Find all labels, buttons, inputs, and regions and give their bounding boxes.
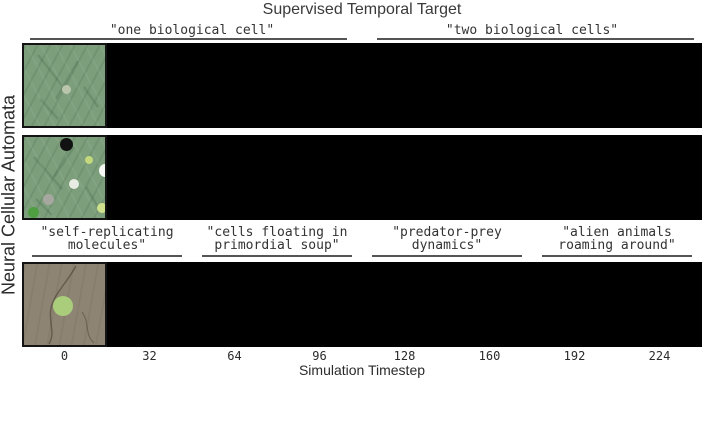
nca-strip-3: [22, 262, 702, 347]
section-underline: [32, 255, 182, 257]
cell-dot: [52, 295, 73, 316]
section-label-self-replicating-molecules: "self-replicating molecules": [22, 226, 192, 252]
crack-lines-icon: [48, 265, 95, 345]
section-label-alien-animals-roaming-around: "alien animals roaming around": [532, 226, 702, 252]
section-underline: [30, 38, 347, 40]
label-line: "self-replicating: [40, 225, 174, 240]
y-axis-label: Neural Cellular Automata: [0, 94, 19, 296]
section-label-one-biological-cell: "one biological cell": [109, 23, 275, 38]
label-line: roaming around": [558, 238, 676, 253]
cell-dot: [28, 207, 40, 218]
section-underline: [542, 255, 692, 257]
top-section-labels: "one biological cell" "two biological ce…: [22, 23, 702, 38]
section-underline: [377, 38, 694, 40]
cell-dot: [99, 163, 105, 177]
nca-strip-2: [22, 135, 702, 220]
x-tick-224: 224: [648, 349, 671, 363]
x-tick-32: 32: [142, 349, 157, 363]
label-line: molecules": [67, 238, 147, 253]
section-underline: [202, 255, 352, 257]
section-label-cells-floating-in-primordial-soup: "cells floating in primordial soup": [192, 226, 362, 252]
cell-dot: [42, 193, 54, 205]
figure-title: Supervised Temporal Target: [262, 1, 462, 18]
x-tick-0: 0: [60, 349, 69, 363]
x-tick-64: 64: [227, 349, 242, 363]
section-underline: [372, 255, 522, 257]
x-tick-192: 192: [563, 349, 586, 363]
section-label-predator-prey-dynamics: "predator-prey dynamics": [362, 226, 532, 252]
label-line: "predator-prey: [392, 225, 502, 240]
cell-dot: [68, 178, 79, 189]
mid-section-labels: "self-replicating molecules" "cells floa…: [22, 226, 702, 252]
nca-strip-1: [22, 43, 702, 128]
strip-1-thumbnail: [22, 43, 107, 128]
x-axis-label: Simulation Timestep: [298, 362, 426, 378]
texture-streaks-icon: [37, 54, 100, 120]
cell-dot: [62, 84, 71, 94]
strip-3-thumbnail: [22, 262, 107, 347]
cell-dot: [60, 138, 73, 152]
x-axis-ticks: 0 32 64 96 128 160 192 224: [22, 349, 702, 363]
label-line: "cells floating in: [206, 225, 348, 240]
x-tick-160: 160: [478, 349, 501, 363]
cell-dot: [85, 155, 94, 164]
label-line: dynamics": [411, 238, 483, 253]
strip-2-thumbnail: [22, 135, 107, 220]
cell-dot: [97, 202, 105, 213]
x-tick-96: 96: [312, 349, 327, 363]
x-tick-128: 128: [393, 349, 416, 363]
label-line: primordial soup": [214, 238, 340, 253]
texture-streaks-icon: [33, 146, 100, 216]
label-line: "alien animals: [562, 225, 672, 240]
section-label-two-biological-cells: "two biological cells": [445, 23, 619, 38]
